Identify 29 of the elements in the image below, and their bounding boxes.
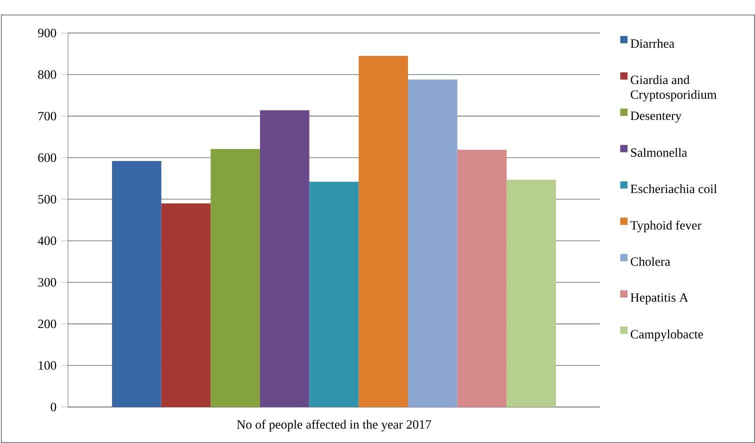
legend-label: Typhoid fever — [630, 220, 702, 232]
bar — [457, 150, 507, 407]
y-tick-label: 800 — [38, 70, 56, 79]
y-tick-label: 200 — [38, 320, 56, 328]
y-tick-label: 500 — [38, 194, 56, 204]
bar — [309, 182, 359, 407]
bar — [210, 148, 260, 407]
bar — [161, 203, 211, 407]
legend-label: Desentery — [630, 112, 682, 123]
bar — [408, 80, 458, 407]
legend-label: Campylobacte — [630, 330, 703, 342]
y-tick-label: 300 — [38, 278, 56, 287]
legend-label: Cholera — [630, 256, 670, 266]
legend-label: Escheriachia coil — [630, 184, 717, 194]
x-tick-label: No of people affected in the year 2017 — [236, 420, 432, 432]
legend-label: Giardia and Cryptosporidium — [630, 75, 717, 102]
y-tick-label: 0 — [50, 402, 56, 412]
y-tick-label: 900 — [38, 28, 56, 38]
bar — [260, 110, 310, 407]
bar — [506, 180, 556, 407]
y-tick-label: 700 — [38, 112, 56, 120]
y-tick-label: 100 — [38, 361, 56, 370]
legend-label: Salmonella — [631, 148, 688, 157]
y-tick-label: 600 — [38, 153, 56, 162]
y-tick-label: 400 — [38, 236, 56, 246]
bar — [112, 160, 162, 407]
bar — [358, 56, 408, 407]
legend-label: Hepatitis A — [630, 293, 688, 304]
legend-label: Diarrhea — [630, 38, 674, 48]
